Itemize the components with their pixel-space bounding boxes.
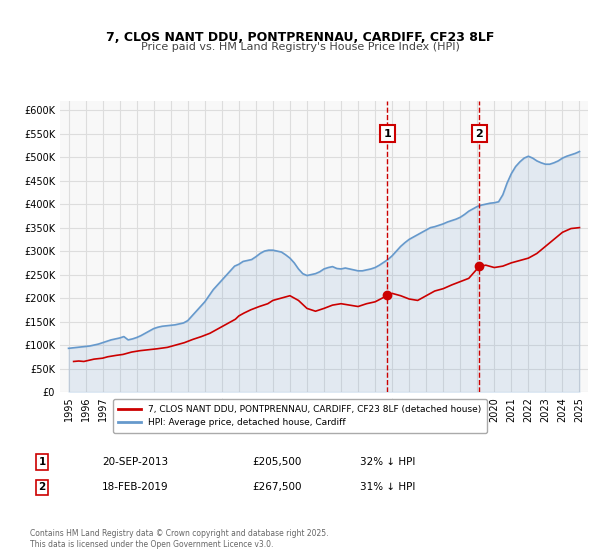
Text: £267,500: £267,500 <box>252 482 302 492</box>
Text: £205,500: £205,500 <box>252 457 301 467</box>
Text: 31% ↓ HPI: 31% ↓ HPI <box>360 482 415 492</box>
Text: 7, CLOS NANT DDU, PONTPRENNAU, CARDIFF, CF23 8LF: 7, CLOS NANT DDU, PONTPRENNAU, CARDIFF, … <box>106 31 494 44</box>
Text: 2: 2 <box>38 482 46 492</box>
Text: Contains HM Land Registry data © Crown copyright and database right 2025.
This d: Contains HM Land Registry data © Crown c… <box>30 529 329 549</box>
Text: 1: 1 <box>383 129 391 139</box>
Text: 1: 1 <box>38 457 46 467</box>
Text: 2: 2 <box>475 129 483 139</box>
Legend: 7, CLOS NANT DDU, PONTPRENNAU, CARDIFF, CF23 8LF (detached house), HPI: Average : 7, CLOS NANT DDU, PONTPRENNAU, CARDIFF, … <box>113 399 487 433</box>
Text: 18-FEB-2019: 18-FEB-2019 <box>102 482 169 492</box>
Text: Price paid vs. HM Land Registry's House Price Index (HPI): Price paid vs. HM Land Registry's House … <box>140 42 460 52</box>
Text: 32% ↓ HPI: 32% ↓ HPI <box>360 457 415 467</box>
Text: 20-SEP-2013: 20-SEP-2013 <box>102 457 168 467</box>
